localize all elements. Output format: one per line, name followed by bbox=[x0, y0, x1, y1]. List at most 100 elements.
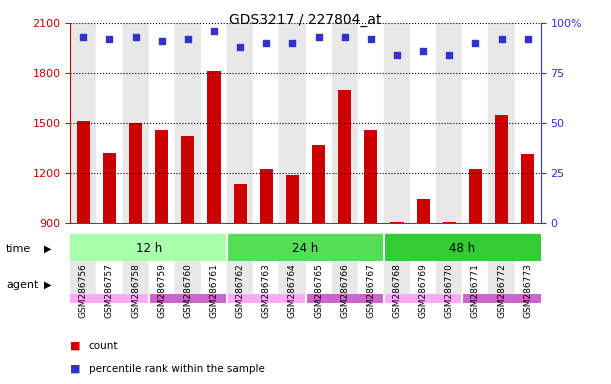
Bar bbox=[495, 114, 508, 223]
Text: ■: ■ bbox=[70, 364, 81, 374]
Text: estradiol: estradiol bbox=[477, 280, 526, 290]
Bar bbox=[97, 261, 123, 294]
Bar bbox=[227, 271, 306, 302]
Bar bbox=[384, 234, 541, 265]
Bar bbox=[233, 184, 247, 223]
Text: GSM286773: GSM286773 bbox=[523, 263, 532, 318]
Text: ▶: ▶ bbox=[45, 280, 52, 290]
Bar bbox=[358, 261, 384, 294]
Bar bbox=[70, 234, 227, 265]
Bar bbox=[338, 89, 351, 223]
Bar bbox=[410, 261, 436, 294]
Point bbox=[288, 40, 298, 46]
Bar bbox=[201, 23, 227, 223]
Point bbox=[78, 34, 88, 40]
Text: GSM286768: GSM286768 bbox=[392, 263, 401, 318]
Bar bbox=[181, 136, 194, 223]
Bar bbox=[286, 175, 299, 223]
Bar bbox=[306, 23, 332, 223]
Text: GSM286758: GSM286758 bbox=[131, 263, 140, 318]
Point bbox=[235, 44, 245, 50]
Text: GSM286760: GSM286760 bbox=[183, 263, 192, 318]
Bar bbox=[312, 144, 325, 223]
Bar bbox=[123, 23, 148, 223]
Bar bbox=[469, 169, 482, 223]
Bar bbox=[77, 121, 90, 223]
Text: GSM286772: GSM286772 bbox=[497, 263, 506, 318]
Point bbox=[444, 52, 454, 58]
Text: GSM286771: GSM286771 bbox=[471, 263, 480, 318]
Bar bbox=[384, 261, 410, 294]
Bar bbox=[488, 261, 514, 294]
Bar bbox=[514, 261, 541, 294]
Text: control: control bbox=[90, 280, 129, 290]
Text: estradiol: estradiol bbox=[164, 280, 212, 290]
Bar bbox=[253, 261, 279, 294]
Bar bbox=[123, 261, 148, 294]
Text: GSM286769: GSM286769 bbox=[419, 263, 428, 318]
Text: GSM286765: GSM286765 bbox=[314, 263, 323, 318]
Text: GSM286761: GSM286761 bbox=[210, 263, 219, 318]
Point bbox=[262, 40, 271, 46]
Text: count: count bbox=[89, 341, 118, 351]
Bar bbox=[148, 261, 175, 294]
Point bbox=[392, 52, 402, 58]
Bar bbox=[332, 261, 358, 294]
Bar bbox=[148, 271, 227, 302]
Text: 12 h: 12 h bbox=[136, 242, 162, 255]
Bar bbox=[175, 23, 201, 223]
Point bbox=[131, 34, 141, 40]
Bar bbox=[332, 23, 358, 223]
Point bbox=[209, 28, 219, 34]
Bar bbox=[175, 261, 201, 294]
Bar bbox=[410, 23, 436, 223]
Bar bbox=[148, 23, 175, 223]
Bar bbox=[306, 271, 384, 302]
Point bbox=[419, 48, 428, 54]
Text: GSM286759: GSM286759 bbox=[157, 263, 166, 318]
Bar bbox=[227, 23, 253, 223]
Point bbox=[366, 36, 376, 42]
Bar bbox=[358, 23, 384, 223]
Bar bbox=[514, 23, 541, 223]
Text: ▶: ▶ bbox=[45, 244, 52, 254]
Bar bbox=[306, 261, 332, 294]
Text: GSM286770: GSM286770 bbox=[445, 263, 454, 318]
Point bbox=[313, 34, 323, 40]
Bar bbox=[253, 23, 279, 223]
Bar bbox=[70, 261, 97, 294]
Text: GSM286763: GSM286763 bbox=[262, 263, 271, 318]
Bar bbox=[488, 23, 514, 223]
Text: GSM286756: GSM286756 bbox=[79, 263, 88, 318]
Bar bbox=[155, 129, 168, 223]
Text: GSM286764: GSM286764 bbox=[288, 263, 297, 318]
Bar bbox=[70, 23, 97, 223]
Point bbox=[157, 38, 167, 44]
Text: GSM286762: GSM286762 bbox=[236, 263, 244, 318]
Text: GSM286757: GSM286757 bbox=[105, 263, 114, 318]
Text: GSM286766: GSM286766 bbox=[340, 263, 349, 318]
Bar bbox=[521, 154, 534, 223]
Text: 48 h: 48 h bbox=[449, 242, 475, 255]
Bar bbox=[279, 261, 306, 294]
Point bbox=[470, 40, 480, 46]
Bar bbox=[417, 199, 430, 223]
Bar bbox=[390, 222, 403, 223]
Bar bbox=[279, 23, 306, 223]
Bar bbox=[384, 271, 463, 302]
Bar bbox=[443, 222, 456, 223]
Point bbox=[183, 36, 193, 42]
Bar bbox=[384, 23, 410, 223]
Bar bbox=[436, 23, 463, 223]
Text: percentile rank within the sample: percentile rank within the sample bbox=[89, 364, 265, 374]
Point bbox=[523, 36, 533, 42]
Bar bbox=[208, 71, 221, 223]
Bar bbox=[129, 123, 142, 223]
Point bbox=[497, 36, 507, 42]
Bar bbox=[436, 261, 463, 294]
Bar bbox=[227, 261, 253, 294]
Bar bbox=[463, 271, 541, 302]
Text: 24 h: 24 h bbox=[293, 242, 318, 255]
Text: time: time bbox=[6, 244, 31, 254]
Bar bbox=[260, 169, 273, 223]
